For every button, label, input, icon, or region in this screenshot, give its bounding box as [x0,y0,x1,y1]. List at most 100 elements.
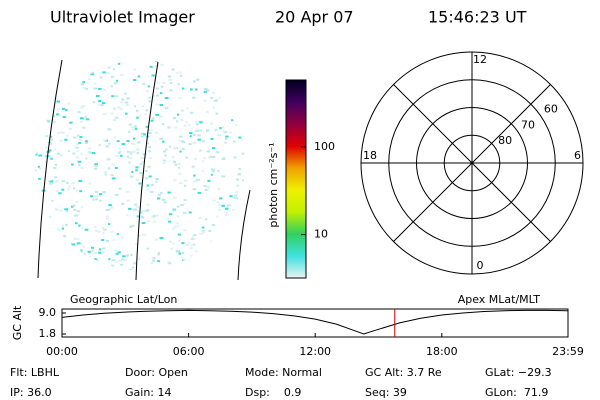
pixel [128,207,132,210]
pixel [65,272,68,274]
pixel [221,263,225,266]
pixel [107,223,111,226]
pixel [226,260,230,263]
pixel [55,63,59,66]
pixel [150,184,154,187]
polar-spoke [393,84,551,242]
pixel [173,275,176,277]
pixel [183,124,188,127]
pixel [103,139,107,142]
pixel [105,209,110,212]
pixel [174,163,177,166]
pixel [202,140,205,143]
pixel [179,266,183,269]
pixel [173,147,178,150]
pixel [196,255,200,258]
pixel [93,262,96,265]
pixel [119,154,123,157]
pixel [173,225,176,228]
pixel [234,194,238,197]
pixel [71,205,74,208]
pixel [211,224,216,227]
pixel [133,105,136,108]
geo-line [237,189,251,281]
pixel [238,278,241,280]
pixel [74,74,78,77]
pixel [232,209,235,212]
pixel [224,214,229,217]
pixel [132,79,137,82]
pixel [35,140,38,143]
pixel [113,82,117,85]
pixel [105,215,109,218]
pixel [92,198,95,201]
pixel [223,98,227,101]
pixel [229,282,232,284]
pixel [128,131,131,134]
pixel [149,276,153,278]
pixel [61,131,65,134]
pixel [59,209,63,212]
pixel [128,156,133,159]
pixel [167,126,171,129]
pixel [88,78,91,81]
pixel [43,280,47,282]
pixel [235,249,240,252]
pixel [141,105,145,108]
pixel [57,231,60,234]
pixel [149,190,154,193]
pixel [190,88,193,91]
pixel [135,166,139,169]
pixel [201,229,205,232]
pixel [110,230,114,233]
pixel [76,277,79,279]
pixel [149,65,153,68]
pixel [73,237,78,240]
pixel [176,205,180,208]
pixel [242,200,245,203]
pixel [205,218,208,221]
pixel [136,141,141,144]
pixel [178,172,182,175]
mlt-label: 6 [574,149,581,162]
pixel [126,213,129,216]
x-tick-label: 18:00 [426,345,458,358]
pixel [213,274,215,276]
pixel [94,229,99,232]
pixel [89,277,92,279]
pixel [59,139,63,142]
pixel [130,224,135,227]
pixel [61,264,64,267]
pixel [243,127,245,130]
pixel [117,62,121,65]
pixel [174,264,178,267]
pixel [191,165,195,168]
pixel [54,85,57,88]
pixel [179,150,182,153]
pixel [94,167,98,170]
pixel [235,124,239,127]
pixel [192,80,196,83]
pixel [214,129,217,132]
pixel [59,87,63,90]
info-field: Dsp: 0.9 [245,386,301,399]
pixel [232,67,235,70]
x-tick-label: 23:59 [552,345,584,358]
pixel [167,191,171,194]
pixel [118,259,122,262]
pixel [137,258,141,261]
pixel [125,254,129,257]
pixel [88,147,92,150]
pixel [145,125,149,128]
pixel [114,249,118,252]
pixel [93,226,97,229]
pixel [163,150,166,153]
pixel [98,194,102,197]
pixel [173,161,177,164]
pixel [230,247,235,250]
pixel [138,182,142,185]
pixel [183,179,188,182]
left-label: Geographic Lat/Lon [70,293,177,306]
pixel [175,249,179,252]
pixel [132,272,135,274]
